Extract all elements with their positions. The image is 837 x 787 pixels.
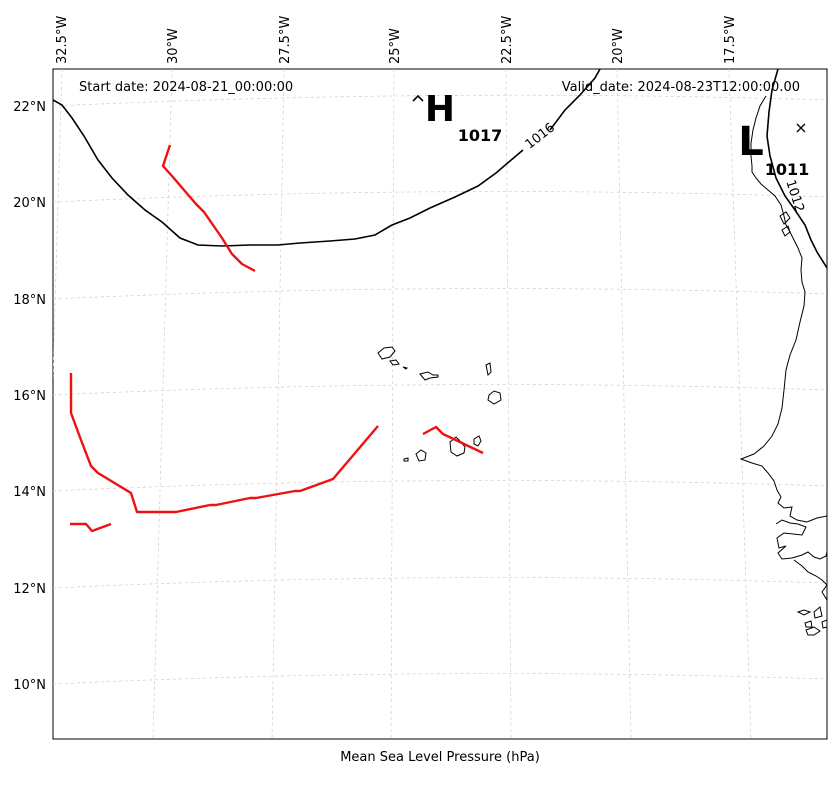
- island-sal: [485, 362, 492, 377]
- lat-tick-label: 16°N: [13, 389, 46, 404]
- meridian-17.5w: [728, 69, 752, 739]
- island-santo-antao: [377, 346, 396, 360]
- lat-tick-label: 20°N: [13, 196, 46, 211]
- lon-tick-label: 25°W: [388, 28, 403, 64]
- low-pressure-value: 1011: [765, 160, 810, 179]
- start-date-label: Start date: 2024-08-21_00:00:00: [79, 80, 293, 95]
- longitude-tick-labels: 32.5°W 30°W 27.5°W 25°W 22.5°W 20°W 17.5…: [55, 16, 738, 64]
- islet-a: [796, 609, 812, 616]
- coast-main: [739, 95, 827, 523]
- lon-tick-label: 20°W: [611, 28, 626, 64]
- coast-guinea-south: [793, 559, 827, 601]
- islet-g: [781, 225, 791, 237]
- lon-tick-label: 27.5°W: [278, 16, 293, 64]
- lat-tick-label: 12°N: [13, 582, 46, 597]
- islet-e: [821, 619, 827, 629]
- lat-tick-label: 14°N: [13, 485, 46, 500]
- meridian-25w: [390, 69, 395, 739]
- latitude-tick-labels: 22°N 20°N 18°N 16°N 14°N 12°N 10°N: [13, 100, 46, 693]
- island-boa-vista: [487, 390, 502, 405]
- map-frame: [52, 68, 828, 740]
- meridian-27.5w: [271, 69, 285, 739]
- parallel-16n: [53, 384, 827, 396]
- trough-cv: [422, 425, 484, 455]
- islet-d: [805, 626, 821, 636]
- lon-tick-label: 22.5°W: [500, 16, 515, 64]
- meridian-20w: [616, 69, 632, 739]
- lon-tick-label: 32.5°W: [55, 16, 70, 64]
- lat-tick-label: 18°N: [13, 293, 46, 308]
- lon-tick-label: 30°W: [166, 28, 181, 64]
- low-center-marker: ×: [794, 118, 807, 137]
- isobar-h-tick: [412, 94, 424, 102]
- african-coastline: [739, 95, 827, 636]
- meridian-30w: [152, 69, 173, 739]
- parallel-10n: [53, 673, 827, 685]
- parallel-22n: [53, 94, 827, 107]
- island-fogo: [415, 449, 427, 462]
- isobar-1012: [766, 69, 827, 269]
- island-maio: [473, 435, 482, 447]
- low-pressure-letter: L: [738, 119, 764, 165]
- parallel-18n: [53, 288, 827, 300]
- islet-f: [779, 211, 791, 225]
- map-header: Start date: 2024-08-21_00:00:00 Valid_da…: [79, 80, 800, 95]
- high-pressure-letter: H: [425, 89, 455, 130]
- trough-north: [161, 144, 256, 273]
- trough-south-b: [70, 522, 112, 533]
- meridian-22.5w: [505, 69, 512, 739]
- parallel-20n: [53, 191, 827, 203]
- valid-date-label: Valid_date: 2024-08-23T12:00:00.00: [562, 80, 800, 95]
- cape-verde-islands: [377, 346, 502, 462]
- island-sao-vicente: [389, 359, 400, 366]
- map-xlabel: Mean Sea Level Pressure (hPa): [340, 750, 540, 765]
- parallel-14n: [53, 480, 827, 492]
- coast-gambia-guinea: [775, 519, 827, 560]
- lat-tick-label: 10°N: [13, 678, 46, 693]
- trough-south-a: [69, 373, 379, 514]
- lat-tick-label: 22°N: [13, 100, 46, 115]
- island-sao-nicolau: [419, 371, 439, 381]
- isobar-1016: [53, 69, 601, 247]
- isobars: [53, 69, 827, 269]
- islet-b: [813, 606, 823, 619]
- islet-c: [804, 620, 813, 628]
- parallel-12n: [53, 577, 827, 589]
- island-santa-luzia: [402, 366, 408, 370]
- island-brava: [403, 457, 409, 462]
- lon-tick-label: 17.5°W: [723, 16, 738, 64]
- trough-lines: [69, 144, 484, 533]
- island-santiago: [449, 436, 466, 457]
- high-pressure-value: 1017: [458, 126, 503, 145]
- gridlines: [53, 69, 827, 739]
